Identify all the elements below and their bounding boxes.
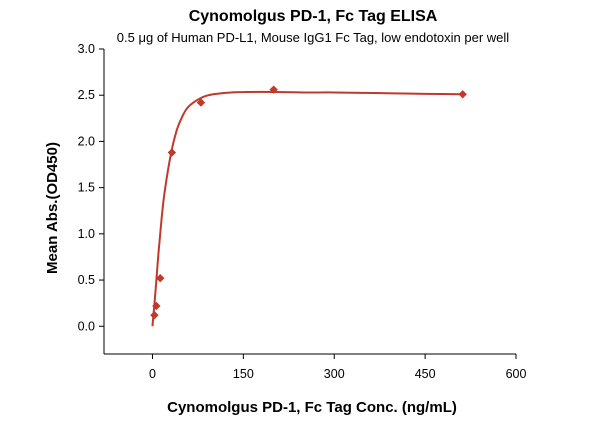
data-point (167, 148, 177, 157)
y-tick-label: 3.0 (78, 42, 95, 56)
y-tick-label: 1.0 (78, 227, 95, 241)
data-point (156, 274, 165, 283)
y-axis-label: Mean Abs.(OD450) (44, 142, 61, 274)
y-tick-label: 2.0 (78, 134, 95, 148)
data-point (458, 90, 467, 99)
x-axis-label: Cynomolgus PD-1, Fc Tag Conc. (ng/mL) (167, 399, 457, 416)
fit-curve (151, 90, 463, 327)
x-tick-label: 450 (415, 367, 436, 381)
y-ticks: 0.0 0.5 1.0 1.5 2.0 2.5 3.0 (78, 42, 104, 333)
y-tick-label: 0.5 (78, 273, 95, 287)
x-tick-label: 300 (324, 367, 345, 381)
data-point (269, 85, 278, 94)
x-tick-label: 600 (506, 367, 527, 381)
chart-title: Cynomolgus PD-1, Fc Tag ELISA (189, 8, 438, 25)
x-tick-label: 0 (149, 367, 156, 381)
data-points (150, 85, 467, 320)
x-ticks: 0 150 300 450 600 (149, 354, 526, 381)
x-tick-label: 150 (233, 367, 254, 381)
data-point (196, 98, 206, 107)
y-tick-label: 0.0 (78, 319, 95, 333)
y-tick-label: 1.5 (78, 181, 95, 195)
chart-subtitle: 0.5 μg of Human PD-L1, Mouse IgG1 Fc Tag… (117, 30, 510, 45)
data-point (152, 301, 161, 311)
y-tick-label: 2.5 (78, 88, 95, 102)
data-point (150, 310, 159, 320)
